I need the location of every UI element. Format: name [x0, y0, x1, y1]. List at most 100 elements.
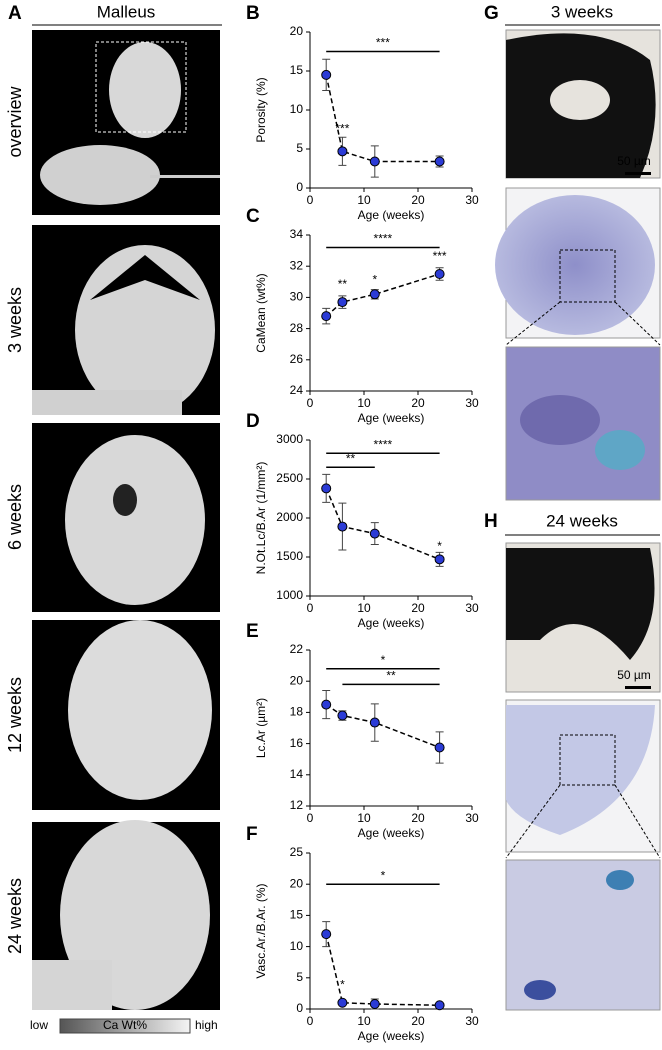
panel-label: B — [246, 3, 260, 24]
colorbar-high: high — [195, 1018, 218, 1032]
x-axis-label: Age (weeks) — [358, 1029, 425, 1043]
x-tick-label: 30 — [465, 811, 479, 825]
y-tick-label: 24 — [290, 383, 304, 397]
significance-label: * — [381, 868, 386, 882]
panel-label: D — [246, 411, 260, 432]
y-tick-label: 5 — [296, 970, 303, 984]
x-tick-label: 10 — [357, 396, 371, 410]
data-point — [321, 699, 332, 710]
x-tick-label: 20 — [411, 396, 425, 410]
column-title: 24 weeks — [546, 511, 618, 530]
significance-label: * — [381, 653, 386, 667]
data-line — [325, 933, 440, 1007]
data-point — [434, 1000, 445, 1011]
y-tick-label: 32 — [290, 258, 304, 272]
colorbar-low: low — [30, 1018, 48, 1032]
y-tick-label: 0 — [296, 1001, 303, 1015]
data-point — [369, 999, 380, 1010]
significance-annotation: * — [437, 539, 442, 553]
x-tick-label: 20 — [411, 193, 425, 207]
y-tick-label: 25 — [290, 845, 304, 859]
column-title: 3 weeks — [551, 2, 613, 21]
panel-label: A — [8, 3, 22, 24]
y-tick-label: 26 — [290, 352, 304, 366]
significance-label: **** — [374, 437, 393, 451]
significance-annotation: ** — [338, 277, 348, 291]
row-label: 3 weeks — [5, 287, 25, 353]
data-point — [337, 997, 348, 1008]
y-tick-label: 3000 — [276, 432, 303, 446]
histology-images — [495, 29, 661, 501]
y-tick-label: 22 — [290, 642, 304, 656]
x-axis-label: Age (weeks) — [358, 826, 425, 840]
y-tick-label: 20 — [290, 876, 304, 890]
x-tick-label: 20 — [411, 811, 425, 825]
panel-label: E — [246, 621, 259, 642]
y-tick-label: 28 — [290, 321, 304, 335]
significance-annotation: *** — [433, 249, 447, 263]
x-tick-label: 0 — [307, 601, 314, 615]
y-tick-label: 20 — [290, 24, 304, 38]
data-point — [369, 528, 380, 539]
data-point — [369, 717, 380, 728]
y-tick-label: 2000 — [276, 510, 303, 524]
x-tick-label: 30 — [465, 193, 479, 207]
panel-label: H — [484, 511, 498, 532]
y-tick-label: 20 — [290, 673, 304, 687]
data-line — [325, 703, 440, 749]
row-label: overview — [5, 85, 25, 157]
y-tick-label: 18 — [290, 705, 304, 719]
x-tick-label: 0 — [307, 1014, 314, 1028]
panel-label: G — [484, 3, 499, 24]
x-axis-label: Age (weeks) — [358, 208, 425, 222]
data-line — [325, 273, 440, 317]
data-point — [337, 146, 348, 157]
data-point — [369, 289, 380, 300]
row-label: 6 weeks — [5, 484, 25, 550]
y-axis-label: CaMean (wt%) — [254, 273, 268, 352]
data-point — [369, 156, 380, 167]
data-point — [321, 69, 332, 80]
panel-label: C — [246, 206, 260, 227]
y-tick-label: 1500 — [276, 549, 303, 563]
significance-annotation: * — [340, 977, 345, 991]
y-tick-label: 2500 — [276, 471, 303, 485]
x-axis-label: Age (weeks) — [358, 411, 425, 425]
y-tick-label: 12 — [290, 798, 304, 812]
data-point — [337, 521, 348, 532]
data-point — [321, 311, 332, 322]
x-tick-label: 10 — [357, 601, 371, 615]
data-point — [321, 929, 332, 940]
y-tick-label: 10 — [290, 102, 304, 116]
significance-label: ** — [386, 668, 396, 682]
data-line — [325, 74, 440, 163]
y-axis-label: N.Ot.Lc/B.Ar (1/mm²) — [254, 462, 268, 575]
y-tick-label: 34 — [290, 227, 304, 241]
column-title: Malleus — [97, 2, 156, 21]
significance-label: ** — [346, 451, 356, 465]
y-tick-label: 14 — [290, 767, 304, 781]
data-point — [434, 742, 445, 753]
row-label: 24 weeks — [5, 878, 25, 954]
x-tick-label: 10 — [357, 193, 371, 207]
y-tick-label: 15 — [290, 908, 304, 922]
x-tick-label: 30 — [465, 601, 479, 615]
significance-label: *** — [376, 36, 390, 50]
x-tick-label: 0 — [307, 193, 314, 207]
y-axis-label: Vasc.Ar./B.Ar. (%) — [254, 883, 268, 978]
x-tick-label: 10 — [357, 811, 371, 825]
y-tick-label: 5 — [296, 141, 303, 155]
data-point — [337, 710, 348, 721]
significance-annotation: *** — [335, 122, 349, 136]
y-tick-label: 0 — [296, 180, 303, 194]
data-point — [337, 297, 348, 308]
significance-label: **** — [374, 232, 393, 246]
colorbar-label: Ca Wt% — [103, 1018, 147, 1032]
colorbar — [59, 1018, 191, 1034]
x-tick-label: 0 — [307, 811, 314, 825]
scale-bar-label: 50 µm — [617, 668, 651, 682]
scale-bar-label: 50 µm — [617, 154, 651, 168]
x-tick-label: 30 — [465, 396, 479, 410]
data-point — [321, 483, 332, 494]
